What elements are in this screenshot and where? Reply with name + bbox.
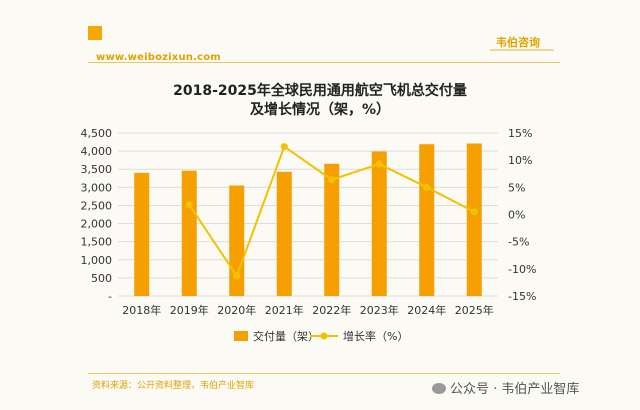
chart-title-line2: 及增长情况（架，%） (249, 102, 391, 118)
y-left-tick-label: 2,500 (81, 199, 113, 212)
bar (324, 163, 340, 296)
bar (466, 143, 482, 296)
source-note: 资料来源：公开资料整理，韦伯产业智库 (92, 381, 255, 391)
y-right-tick-label: -10% (508, 263, 536, 276)
growth-rate-point (423, 183, 431, 191)
brand-logo-square (88, 26, 102, 40)
header-divider (88, 62, 560, 63)
bar (181, 170, 197, 296)
x-tick-label: 2018年 (122, 303, 161, 317)
y-left-tick-label: 3,500 (81, 163, 113, 176)
bar (419, 144, 435, 296)
bar (229, 185, 245, 296)
y-right-tick-label: 10% (508, 154, 532, 167)
x-tick-label: 2021年 (265, 303, 304, 317)
brand-logo-text: 韦伯咨询 (496, 36, 540, 49)
x-tick-label: 2025年 (455, 303, 494, 317)
x-tick-label: 2023年 (360, 303, 399, 317)
x-tick-label: 2024年 (407, 303, 446, 317)
chart-title-line1: 2018-2025年全球民用通用航空飞机总交付量 (173, 83, 467, 99)
y-left-tick-label: - (108, 290, 112, 303)
y-left-tick-label: 1,000 (81, 254, 113, 267)
bar (276, 171, 292, 296)
y-left-tick-label: 4,500 (81, 127, 113, 140)
y-right-tick-label: 5% (508, 181, 525, 194)
y-left-tick-label: 4,000 (81, 145, 113, 158)
x-tick-label: 2022年 (312, 303, 351, 317)
y-right-tick-label: -5% (508, 236, 529, 249)
chart-title: 2018-2025年全球民用通用航空飞机总交付量 及增长情况（架，%） (0, 82, 640, 120)
legend-label-line: 增长率（%） (343, 329, 408, 343)
wechat-watermark: 公众号 · 韦伯产业智库 (432, 378, 579, 397)
x-tick-label: 2020年 (217, 303, 256, 317)
growth-rate-point (328, 176, 336, 184)
bar (371, 151, 387, 296)
growth-rate-point (375, 160, 383, 168)
y-left-tick-label: 2,000 (81, 218, 113, 231)
bar (134, 172, 150, 296)
wechat-account: 公众号 · 韦伯产业智库 (450, 382, 580, 397)
y-left-tick-label: 1,500 (81, 236, 113, 249)
y-right-tick-label: -15% (508, 290, 536, 303)
legend-label-bar: 交付量（架） (253, 329, 319, 343)
legend-swatch-bar (234, 331, 248, 341)
x-tick-label: 2019年 (170, 303, 209, 317)
y-left-tick-label: 500 (91, 272, 112, 285)
growth-rate-point (185, 201, 193, 209)
y-left-tick-label: 3,000 (81, 181, 113, 194)
footer-divider (88, 373, 560, 374)
growth-rate-point (470, 208, 478, 216)
wechat-icon (432, 383, 446, 394)
y-right-tick-label: 0% (508, 209, 525, 222)
legend-swatch-line-marker (320, 332, 328, 340)
growth-rate-point (280, 143, 288, 151)
brand-logo-underline (490, 49, 554, 51)
y-right-tick-label: 15% (508, 127, 532, 140)
site-url: www.weibozixun.com (96, 52, 221, 63)
growth-rate-point (233, 272, 241, 280)
